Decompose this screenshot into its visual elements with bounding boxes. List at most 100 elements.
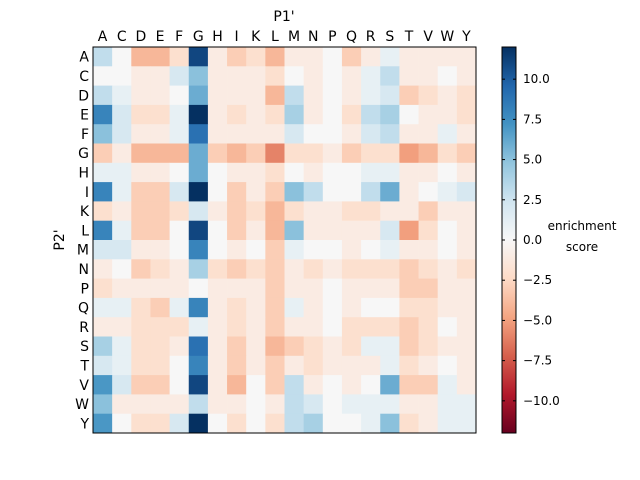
heatmap-cell-V-M	[284, 375, 305, 395]
heatmap-cell-M-W	[437, 240, 458, 260]
heatmap-cell-P-T	[399, 278, 419, 299]
heatmap-cell-A-R	[361, 47, 381, 67]
heatmap-cell-Q-T	[399, 297, 419, 318]
heatmap-cell-Q-E	[150, 297, 170, 318]
heatmap-cell-H-C	[112, 162, 132, 183]
heatmap-cell-D-D	[131, 85, 151, 106]
heatmap-cell-I-Y	[456, 182, 477, 202]
heatmap-cell-R-K	[246, 317, 266, 337]
heatmap-cell-R-T	[399, 317, 419, 337]
heatmap-cell-D-S	[380, 85, 400, 106]
heatmap-cell-I-H	[207, 182, 228, 202]
heatmap-cell-P-K	[246, 278, 266, 299]
heatmap-cell-N-R	[361, 259, 381, 279]
heatmap-cell-F-C	[112, 124, 132, 144]
y-tick-label: T	[79, 358, 89, 374]
x-tick-label: W	[440, 29, 454, 45]
heatmap-cell-P-W	[437, 278, 458, 299]
heatmap-cell-K-A	[93, 201, 113, 222]
heatmap-cell-R-N	[303, 317, 324, 337]
heatmap-cell-T-M	[284, 355, 305, 376]
x-tick-label: Q	[346, 29, 357, 45]
heatmap-cell-M-Y	[456, 240, 477, 260]
heatmap-cell-L-Q	[341, 220, 362, 241]
heatmap-cell-V-P	[322, 375, 343, 395]
heatmap-cell-I-P	[322, 182, 343, 202]
heatmap-cell-F-M	[284, 124, 305, 144]
heatmap-cell-F-A	[93, 124, 113, 144]
heatmap-cell-I-C	[112, 182, 132, 202]
heatmap-cell-N-Y	[456, 259, 477, 279]
heatmap-cell-C-P	[322, 66, 343, 86]
heatmap-cell-M-N	[303, 240, 324, 260]
heatmap-cell-C-V	[418, 66, 439, 86]
heatmap-cell-C-N	[303, 66, 324, 86]
heatmap-cell-K-W	[437, 201, 458, 222]
heatmap-cell-Y-Y	[456, 413, 477, 434]
heatmap-cell-S-I	[227, 336, 247, 357]
heatmap-cell-N-T	[399, 259, 419, 279]
heatmap-cell-S-S	[380, 336, 400, 357]
heatmap-cell-Y-M	[284, 413, 305, 434]
heatmap-cell-E-D	[131, 104, 151, 125]
heatmap-cell-V-D	[131, 375, 151, 395]
heatmap-cell-E-V	[418, 104, 439, 125]
heatmap-cell-H-H	[207, 162, 228, 183]
heatmap-cell-T-A	[93, 355, 113, 376]
heatmap-cell-Q-A	[93, 297, 113, 318]
heatmap-cell-K-Y	[456, 201, 477, 222]
heatmap-cell-P-Q	[341, 278, 362, 299]
heatmap-cell-E-C	[112, 104, 132, 125]
heatmap-cell-Q-F	[169, 297, 190, 318]
heatmap-cell-S-M	[284, 336, 305, 357]
heatmap-cell-E-I	[227, 104, 247, 125]
heatmap-cell-D-H	[207, 85, 228, 106]
x-tick-label: H	[212, 29, 223, 45]
heatmap-cell-H-K	[246, 162, 266, 183]
heatmap-cell-A-Q	[341, 47, 362, 67]
heatmap-cell-F-E	[150, 124, 170, 144]
heatmap-cell-C-I	[227, 66, 247, 86]
heatmap-cell-K-T	[399, 201, 419, 222]
heatmap-cell-K-S	[380, 201, 400, 222]
heatmap-cell-E-M	[284, 104, 305, 125]
heatmap-cell-P-A	[93, 278, 113, 299]
heatmap-cell-G-K	[246, 143, 266, 164]
heatmap-cell-Q-I	[227, 297, 247, 318]
y-tick-label: N	[79, 262, 89, 278]
heatmap-cell-N-L	[265, 259, 285, 279]
heatmap-cell-Y-N	[303, 413, 324, 434]
heatmap-cell-V-L	[265, 375, 285, 395]
x-tick-label: R	[366, 29, 376, 45]
x-tick-label: V	[423, 29, 433, 45]
heatmap-cell-N-I	[227, 259, 247, 279]
heatmap-cell-G-E	[150, 143, 170, 164]
heatmap-cell-G-L	[265, 143, 285, 164]
heatmap-cell-T-G	[188, 355, 209, 376]
heatmap-cell-Y-W	[437, 413, 458, 434]
heatmap-cell-C-R	[361, 66, 381, 86]
heatmap-cell-H-D	[131, 162, 151, 183]
heatmap-cell-T-W	[437, 355, 458, 376]
heatmap-cell-D-V	[418, 85, 439, 106]
heatmap-cell-K-L	[265, 201, 285, 222]
heatmap-cell-I-K	[246, 182, 266, 202]
heatmap-cell-H-P	[322, 162, 343, 183]
colorbar-tick-label: 10.0	[523, 72, 550, 86]
heatmap-cell-C-C	[112, 66, 132, 86]
heatmap-cell-Y-P	[322, 413, 343, 434]
heatmap-cell-Y-S	[380, 413, 400, 434]
y-tick-label: W	[75, 397, 89, 413]
heatmap-cell-M-H	[207, 240, 228, 260]
heatmap-cell-A-Y	[456, 47, 477, 67]
heatmap-cell-T-K	[246, 355, 266, 376]
heatmap-cell-K-C	[112, 201, 132, 222]
plot-frame	[92, 46, 477, 434]
heatmap-cell-A-L	[265, 47, 285, 67]
heatmap-cell-Q-M	[284, 297, 305, 318]
heatmap-cell-I-Q	[341, 182, 362, 202]
heatmap-cell-M-R	[361, 240, 381, 260]
heatmap-cell-L-G	[188, 220, 209, 241]
heatmap-cell-I-R	[361, 182, 381, 202]
heatmap-cell-C-E	[150, 66, 170, 86]
